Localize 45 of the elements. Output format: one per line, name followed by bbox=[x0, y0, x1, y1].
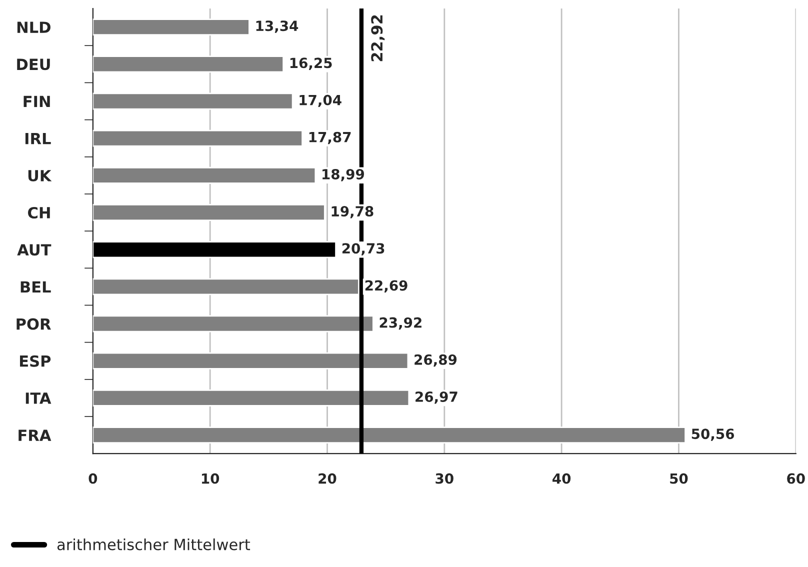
x-tick-label: 0 bbox=[88, 473, 98, 484]
y-tick-label: BEL bbox=[20, 281, 51, 292]
data-label: 18,99 bbox=[322, 168, 364, 182]
data-label: 13,34 bbox=[256, 20, 298, 33]
bar bbox=[92, 204, 326, 221]
data-label: 26,97 bbox=[416, 391, 458, 404]
x-tick-label: 20 bbox=[318, 473, 336, 484]
bar bbox=[92, 166, 316, 184]
bar bbox=[92, 56, 284, 73]
data-label: 22,69 bbox=[365, 280, 408, 292]
y-tick-label: FRA bbox=[18, 430, 52, 441]
y-tick-label: POR bbox=[16, 318, 51, 330]
bar bbox=[92, 278, 360, 296]
text: arithmetischer Mittelwert bbox=[57, 538, 250, 550]
y-tick-label: DEU bbox=[17, 58, 50, 70]
bar bbox=[92, 130, 303, 147]
x-tick-label: 10 bbox=[202, 473, 220, 484]
x-tick-label: 30 bbox=[436, 473, 454, 484]
data-label: 26,89 bbox=[414, 354, 457, 367]
y-tick-label: CH bbox=[28, 206, 50, 219]
y-tick-label: IRL bbox=[25, 132, 51, 144]
data-label: 20,73 bbox=[342, 243, 384, 256]
x-tick-label: 50 bbox=[670, 473, 688, 484]
y-tick-label: ESP bbox=[20, 355, 51, 367]
data-label: 19,78 bbox=[332, 206, 374, 218]
bar bbox=[92, 315, 374, 332]
data-label: 50,56 bbox=[692, 428, 734, 441]
y-tick-label: FIN bbox=[24, 96, 50, 108]
y-tick-label: UK bbox=[28, 170, 52, 182]
data-label: 17,04 bbox=[300, 94, 342, 108]
data-label: 16,25 bbox=[290, 58, 332, 70]
ref-line-label: 22,92 bbox=[371, 15, 385, 62]
x-tick-label: 60 bbox=[787, 473, 805, 484]
y-tick-label: NLD bbox=[17, 22, 50, 33]
bar bbox=[92, 426, 686, 444]
x-tick-label: 40 bbox=[552, 473, 571, 484]
y-tick-label: ITA bbox=[26, 392, 52, 404]
data-label: 23,92 bbox=[380, 317, 422, 330]
bar bbox=[92, 92, 294, 110]
bar bbox=[92, 389, 410, 406]
data-label: 17,87 bbox=[309, 132, 351, 144]
bar bbox=[92, 18, 250, 36]
y-tick-label: AUT bbox=[17, 244, 52, 256]
bar bbox=[92, 352, 409, 370]
bar bbox=[92, 241, 336, 258]
